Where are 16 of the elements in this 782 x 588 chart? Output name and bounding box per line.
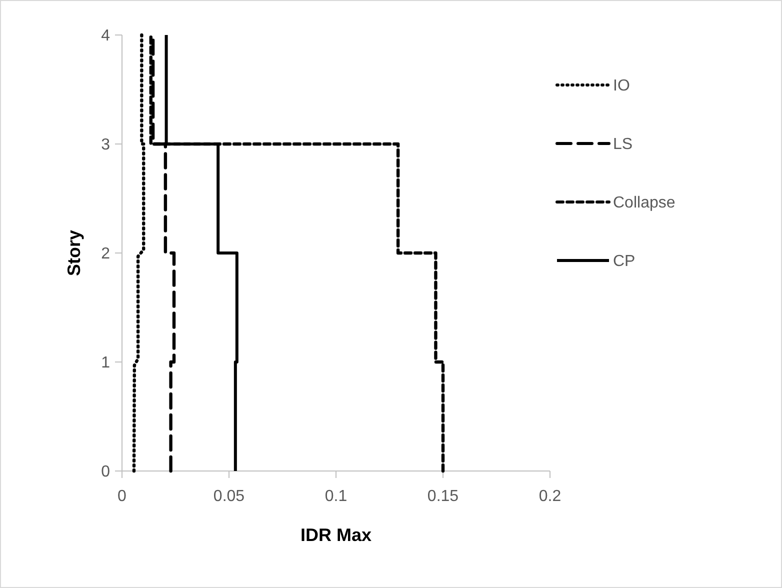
y-tick-label: 2 bbox=[101, 246, 110, 263]
legend-label: LS bbox=[613, 136, 633, 154]
x-axis-title: IDR Max bbox=[300, 525, 372, 545]
x-tick-label: 0.2 bbox=[538, 488, 562, 505]
legend-label: Collapse bbox=[613, 194, 676, 212]
y-axis-title: Story bbox=[64, 230, 84, 276]
x-tick-label: 0 bbox=[118, 488, 127, 505]
x-tick-label: 0.15 bbox=[427, 488, 459, 505]
y-tick-label: 4 bbox=[101, 28, 110, 45]
x-tick-label: 0.05 bbox=[213, 488, 245, 505]
legend-label: CP bbox=[613, 253, 636, 270]
y-tick-label: 0 bbox=[101, 464, 110, 481]
x-tick-label: 0.1 bbox=[324, 488, 348, 505]
y-tick-label: 1 bbox=[101, 354, 110, 372]
y-tick-label: 3 bbox=[101, 136, 110, 154]
legend-label: IO bbox=[613, 78, 630, 95]
